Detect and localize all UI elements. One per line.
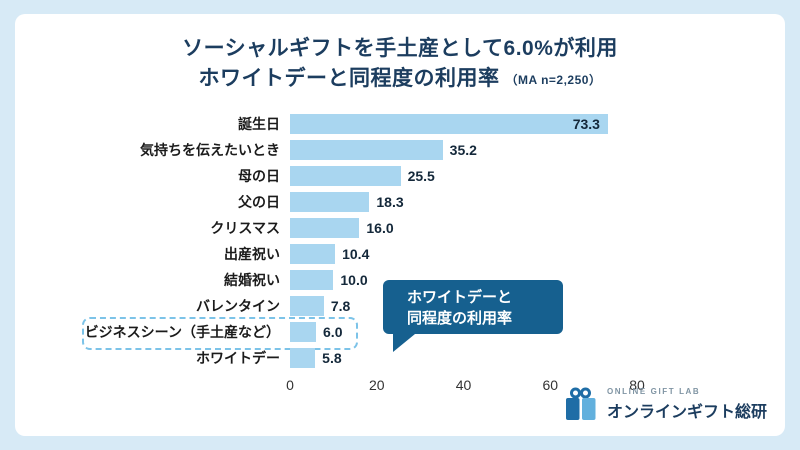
bar-track: 25.5 — [290, 166, 637, 186]
category-label: 父の日 — [238, 194, 280, 210]
callout-line-2: 同程度の利用率 — [407, 310, 513, 327]
bar — [290, 296, 324, 316]
bar-value-label: 6.0 — [323, 324, 343, 340]
x-axis-tick: 80 — [629, 377, 645, 393]
category-label: 誕生日 — [238, 116, 280, 132]
chart-title-block: ソーシャルギフトを手土産として6.0%が利用 ホワイトデーと同程度の利用率 （MA… — [15, 14, 785, 95]
chart-card: ソーシャルギフトを手土産として6.0%が利用 ホワイトデーと同程度の利用率 （MA… — [15, 14, 785, 436]
bar-value-label: 73.3 — [572, 116, 600, 132]
x-axis-tick: 40 — [455, 377, 472, 393]
bar-value-label: 5.8 — [322, 350, 342, 366]
bar — [290, 166, 401, 186]
bar-value-label: 7.8 — [330, 298, 351, 314]
bar-row: 気持ちを伝えたいとき 35.2 — [30, 137, 785, 163]
x-axis: 0 20 40 60 80 — [286, 377, 645, 397]
category-label: バレンタイン — [196, 298, 280, 314]
bar-value-label: 16.0 — [366, 220, 394, 236]
gift-icon — [565, 387, 596, 420]
bar-value-label: 25.5 — [407, 168, 435, 184]
bar — [290, 270, 334, 290]
bar-value-label: 18.3 — [376, 194, 404, 210]
bar-row: 母の日 25.5 — [30, 163, 785, 189]
bar — [290, 192, 370, 212]
bar-value-label: 10.0 — [340, 272, 368, 288]
bar-row: 出産祝い 10.4 — [30, 241, 785, 267]
bar-track: 5.8 — [290, 348, 637, 368]
bar — [290, 322, 317, 342]
bar-track: 16.0 — [290, 218, 637, 238]
logo: ONLINE GIFT LAB オンラインギフト総研 — [564, 386, 767, 422]
x-axis-tick: 0 — [286, 377, 294, 393]
title-line-2-text: ホワイトデーと同程度の利用率 — [198, 67, 500, 90]
category-label: ホワイトデー — [196, 350, 280, 366]
bar — [290, 244, 336, 264]
horizontal-bar-chart: 誕生日 73.3 気持ちを伝えたいとき 35.2 母の日 25.5 父の日 18.3 クリスマス… — [30, 111, 785, 371]
bar — [290, 140, 443, 160]
logo-text: ONLINE GIFT LAB オンラインギフト総研 — [607, 387, 767, 422]
bar-row: クリスマス 16.0 — [30, 215, 785, 241]
bar-row: 結婚祝い 10.0 — [30, 267, 785, 293]
category-label: ビジネスシーン（手土産など） — [84, 324, 280, 340]
x-axis-tick: 20 — [368, 377, 385, 393]
bar-track: 35.2 — [290, 140, 637, 160]
bar — [290, 348, 316, 368]
bar-row: バレンタイン 7.8 — [30, 293, 785, 319]
bar-track: 10.0 — [290, 270, 637, 290]
category-label: 結婚祝い — [224, 272, 280, 288]
bar-track: 18.3 — [290, 192, 637, 212]
bar-track: 73.3 — [290, 114, 637, 134]
title-line-1: ソーシャルギフトを手土産として6.0%が利用 — [182, 37, 618, 60]
bar-value-label: 35.2 — [449, 142, 477, 158]
callout-line-1: ホワイトデーと — [407, 289, 513, 306]
bar-track: 6.0 — [290, 322, 637, 342]
category-label: 気持ちを伝えたいとき — [140, 142, 280, 158]
category-label: 母の日 — [238, 168, 280, 184]
bar-track: 7.8 — [290, 296, 637, 316]
bar-row: 誕生日 73.3 — [30, 111, 785, 137]
callout-bubble: ホワイトデーと 同程度の利用率 — [383, 280, 563, 352]
logo-line-jp: オンラインギフト総研 — [606, 403, 767, 421]
category-label: クリスマス — [210, 220, 280, 236]
category-label: 出産祝い — [224, 246, 280, 262]
bar-track: 10.4 — [290, 244, 637, 264]
bar-value-label: 10.4 — [342, 246, 370, 262]
bar — [290, 218, 360, 238]
bar-row: 父の日 18.3 — [30, 189, 785, 215]
sample-size-note: （MA n=2,250） — [505, 73, 602, 87]
bar — [290, 114, 608, 134]
logo-line-en: ONLINE GIFT LAB — [606, 386, 701, 396]
x-axis-tick: 60 — [542, 377, 559, 393]
bar-row: ホワイトデー 5.8 — [30, 345, 785, 371]
title-line-2: ホワイトデーと同程度の利用率 （MA n=2,250） — [15, 64, 785, 95]
